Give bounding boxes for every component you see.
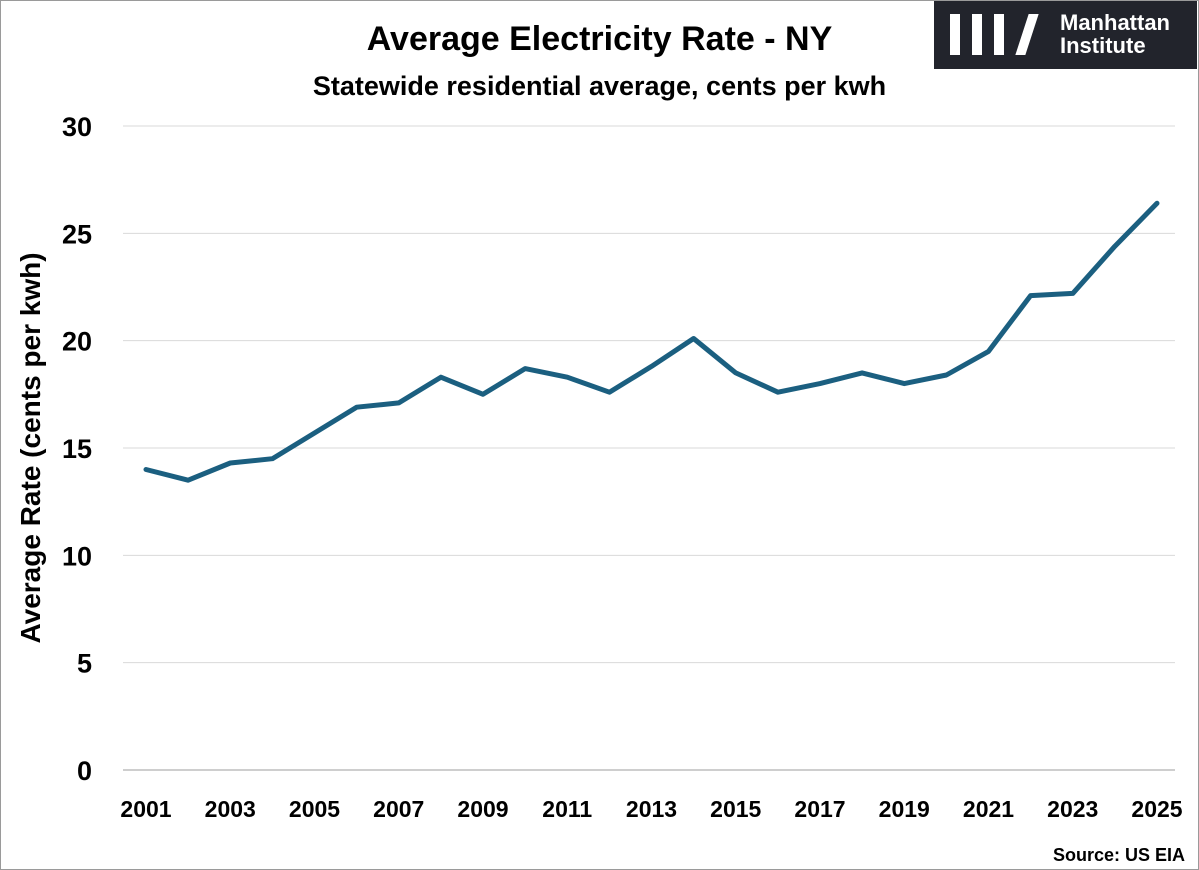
- x-tick-label: 2005: [289, 796, 340, 822]
- y-tick-label: 15: [62, 434, 92, 464]
- logo-text-line1: Manhattan: [1060, 10, 1170, 35]
- x-tick-label: 2025: [1131, 796, 1182, 822]
- x-tick-label: 2007: [373, 796, 424, 822]
- x-tick-label: 2015: [710, 796, 761, 822]
- x-tick-label: 2011: [542, 796, 592, 822]
- source-note: Source: US EIA: [1052, 845, 1185, 865]
- data-series-line: [143, 200, 1160, 483]
- logo-bar-icon: [972, 14, 982, 55]
- logo-bar-icon: [950, 14, 960, 55]
- y-tick-label: 25: [62, 219, 92, 249]
- y-axis-title: Average Rate (cents per kwh): [15, 252, 46, 643]
- x-tick-label: 2017: [794, 796, 845, 822]
- x-tick-label: 2019: [879, 796, 930, 822]
- y-tick-label: 30: [62, 112, 92, 142]
- manhattan-institute-logo: Manhattan Institute: [934, 1, 1197, 69]
- logo-bar-icon: [994, 14, 1004, 55]
- y-tick-label: 5: [77, 649, 92, 679]
- x-tick-label: 2021: [963, 796, 1014, 822]
- x-tick-label: 2001: [120, 796, 171, 822]
- chart-title: Average Electricity Rate - NY: [366, 20, 833, 58]
- logo-text-line2: Institute: [1060, 33, 1146, 58]
- y-tick-label: 20: [62, 327, 92, 357]
- y-tick-label: 10: [62, 541, 92, 571]
- x-tick-label: 2003: [205, 796, 256, 822]
- x-tick-label: 2023: [1047, 796, 1098, 822]
- y-tick-label: 0: [77, 756, 92, 786]
- x-tick-label: 2009: [457, 796, 508, 822]
- chart-subtitle: Statewide residential average, cents per…: [312, 71, 887, 101]
- x-tick-label: 2013: [626, 796, 677, 822]
